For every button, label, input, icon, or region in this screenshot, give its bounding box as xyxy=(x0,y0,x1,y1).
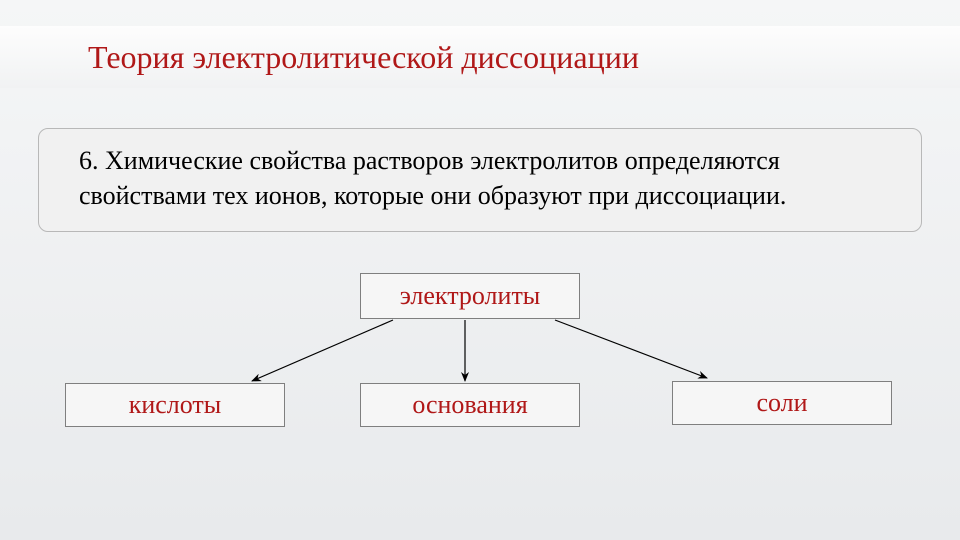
node-child-acids: кислоты xyxy=(65,383,285,427)
page-title: Теория электролитической диссоциации xyxy=(88,39,639,76)
statement-box: 6. Химические свойства растворов электро… xyxy=(38,128,922,232)
title-band: Теория электролитической диссоциации xyxy=(0,26,960,88)
node-root: электролиты xyxy=(360,273,580,319)
node-child-bases: основания xyxy=(360,383,580,427)
statement-text: 6. Химические свойства растворов электро… xyxy=(61,143,899,213)
node-child-label: соли xyxy=(756,388,807,418)
node-child-salts: соли xyxy=(672,381,892,425)
node-child-label: основания xyxy=(412,390,527,420)
node-child-label: кислоты xyxy=(129,390,222,420)
node-root-label: электролиты xyxy=(400,281,541,311)
